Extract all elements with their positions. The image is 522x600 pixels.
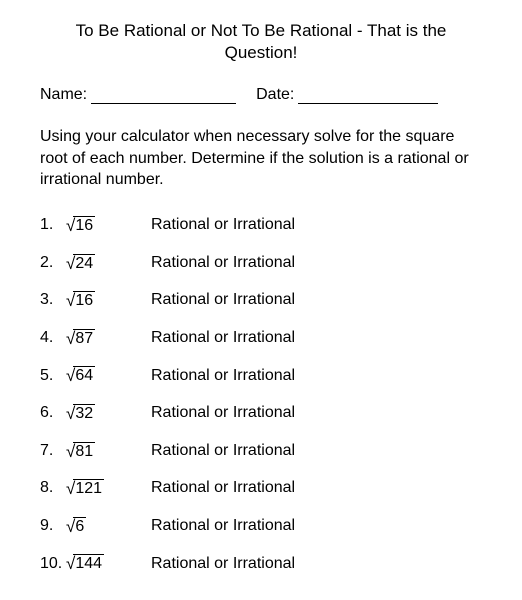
answer-options: Rational or Irrational bbox=[151, 442, 295, 460]
problem-number: 8. bbox=[40, 479, 66, 497]
problem-number: 1. bbox=[40, 216, 66, 234]
radicand-value: 16 bbox=[73, 216, 95, 235]
square-root-expression: √81 bbox=[66, 442, 126, 461]
radicand-value: 87 bbox=[73, 329, 95, 348]
square-root-expression: √121 bbox=[66, 479, 126, 498]
problem-row: 5.√64 Rational or Irrational bbox=[40, 366, 482, 385]
radical-icon: √ bbox=[66, 405, 75, 422]
answer-options: Rational or Irrational bbox=[151, 367, 295, 385]
radical-icon: √ bbox=[66, 255, 75, 272]
radical-icon: √ bbox=[66, 555, 75, 572]
problem-number: 2. bbox=[40, 254, 66, 272]
name-input-line[interactable] bbox=[91, 103, 236, 104]
radical-icon: √ bbox=[66, 217, 75, 234]
square-root-expression: √32 bbox=[66, 404, 126, 423]
problem-row: 4.√87 Rational or Irrational bbox=[40, 329, 482, 348]
answer-options: Rational or Irrational bbox=[151, 329, 295, 347]
radical-icon: √ bbox=[66, 443, 75, 460]
answer-options: Rational or Irrational bbox=[151, 555, 295, 573]
problem-row: 3.√16 Rational or Irrational bbox=[40, 291, 482, 310]
problem-number: 3. bbox=[40, 291, 66, 309]
instructions-text: Using your calculator when necessary sol… bbox=[40, 126, 482, 191]
problem-row: 10.√144 Rational or Irrational bbox=[40, 554, 482, 573]
square-root-expression: √6 bbox=[66, 517, 126, 536]
radicand-value: 24 bbox=[73, 254, 95, 273]
problem-number: 5. bbox=[40, 367, 66, 385]
date-label: Date: bbox=[256, 86, 294, 104]
name-label: Name: bbox=[40, 86, 87, 104]
answer-options: Rational or Irrational bbox=[151, 216, 295, 234]
radical-icon: √ bbox=[66, 292, 75, 309]
problem-row: 6.√32 Rational or Irrational bbox=[40, 404, 482, 423]
square-root-expression: √16 bbox=[66, 291, 126, 310]
date-input-line[interactable] bbox=[298, 103, 438, 104]
problems-list: 1.√16Rational or Irrational2.√24Rational… bbox=[40, 216, 482, 573]
radicand-value: 144 bbox=[73, 554, 104, 573]
square-root-expression: √144 bbox=[66, 554, 126, 573]
radicand-value: 121 bbox=[73, 479, 104, 498]
radicand-value: 16 bbox=[73, 291, 95, 310]
answer-options: Rational or Irrational bbox=[151, 404, 295, 422]
problem-number: 7. bbox=[40, 442, 66, 460]
square-root-expression: √16 bbox=[66, 216, 126, 235]
problem-row: 7.√81 Rational or Irrational bbox=[40, 442, 482, 461]
radical-icon: √ bbox=[66, 518, 75, 535]
radical-icon: √ bbox=[66, 330, 75, 347]
problem-row: 9.√6 Rational or Irrational bbox=[40, 517, 482, 536]
header-row: Name: Date: bbox=[40, 86, 482, 104]
square-root-expression: √64 bbox=[66, 366, 126, 385]
problem-row: 2.√24 Rational or Irrational bbox=[40, 254, 482, 273]
radical-icon: √ bbox=[66, 367, 75, 384]
radicand-value: 64 bbox=[73, 366, 95, 385]
problem-number: 10. bbox=[40, 555, 66, 573]
worksheet-title: To Be Rational or Not To Be Rational - T… bbox=[40, 20, 482, 64]
answer-options: Rational or Irrational bbox=[151, 479, 295, 497]
problem-number: 4. bbox=[40, 329, 66, 347]
problem-number: 6. bbox=[40, 404, 66, 422]
square-root-expression: √24 bbox=[66, 254, 126, 273]
problem-row: 1.√16 Rational or Irrational bbox=[40, 216, 482, 235]
problem-row: 8.√121 Rational or Irrational bbox=[40, 479, 482, 498]
answer-options: Rational or Irrational bbox=[151, 254, 295, 272]
problem-number: 9. bbox=[40, 517, 66, 535]
answer-options: Rational or Irrational bbox=[151, 291, 295, 309]
square-root-expression: √87 bbox=[66, 329, 126, 348]
radical-icon: √ bbox=[66, 480, 75, 497]
answer-options: Rational or Irrational bbox=[151, 517, 295, 535]
radicand-value: 81 bbox=[73, 442, 95, 461]
radicand-value: 32 bbox=[73, 404, 95, 423]
